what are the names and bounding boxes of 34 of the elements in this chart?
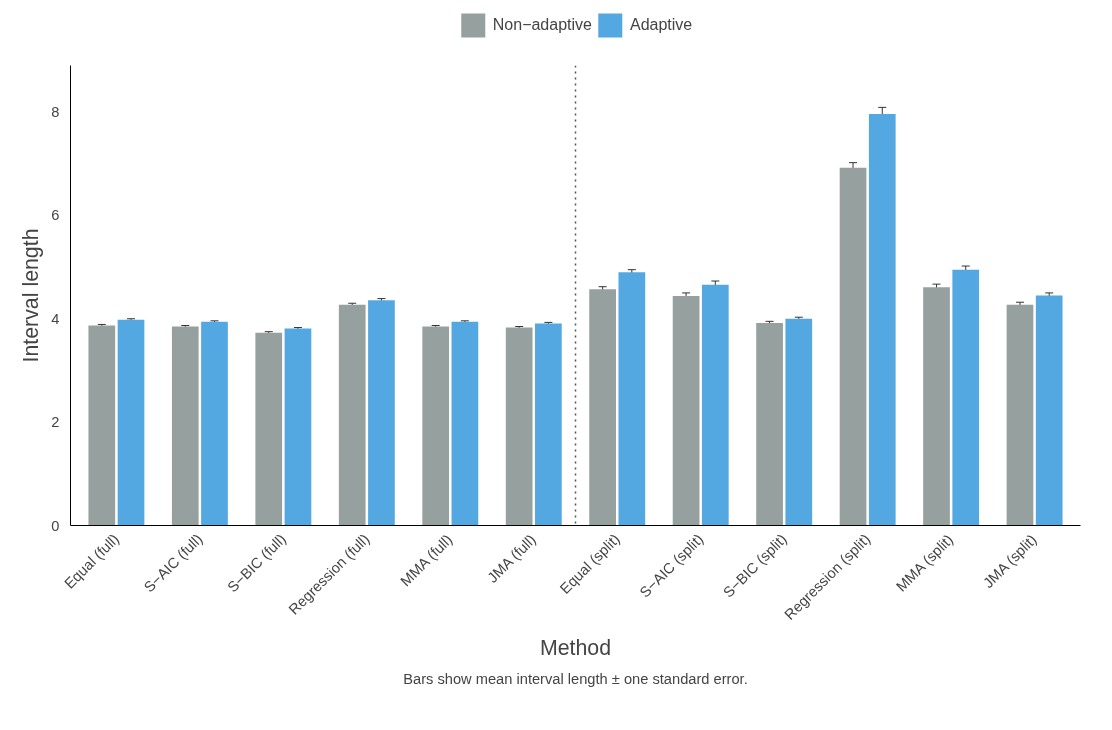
legend-label: Adaptive [629,16,693,34]
bar [284,328,312,526]
bar [368,300,395,526]
bar [88,325,116,526]
bar [589,289,616,526]
bar [672,296,700,526]
bar [618,272,646,526]
bar [923,287,950,526]
bar [171,326,199,526]
text: Bars show mean interval length ± one standard error. [403,670,748,687]
bar [756,322,783,526]
bar [201,321,228,526]
bar [451,321,479,526]
bar [255,332,283,526]
bar [535,323,562,526]
bar [505,327,533,526]
bar [422,326,450,526]
x-axis-title: Method [539,636,612,661]
y-tick-label: 4 [51,310,60,327]
y-axis-title: Interval length [19,228,44,363]
bar [839,167,867,526]
bar [868,114,896,526]
y-tick-label: 0 [51,517,60,534]
y-tick-label: 2 [51,414,60,431]
bar [117,319,145,526]
y-tick-label: 8 [51,104,60,121]
bar [701,284,729,526]
bar [785,318,813,526]
bar [1035,295,1063,526]
bar [1006,304,1034,526]
y-tick-label: 6 [51,207,60,224]
bar [338,304,366,526]
bar [952,269,980,526]
legend-label: Non−adaptive [492,16,592,34]
